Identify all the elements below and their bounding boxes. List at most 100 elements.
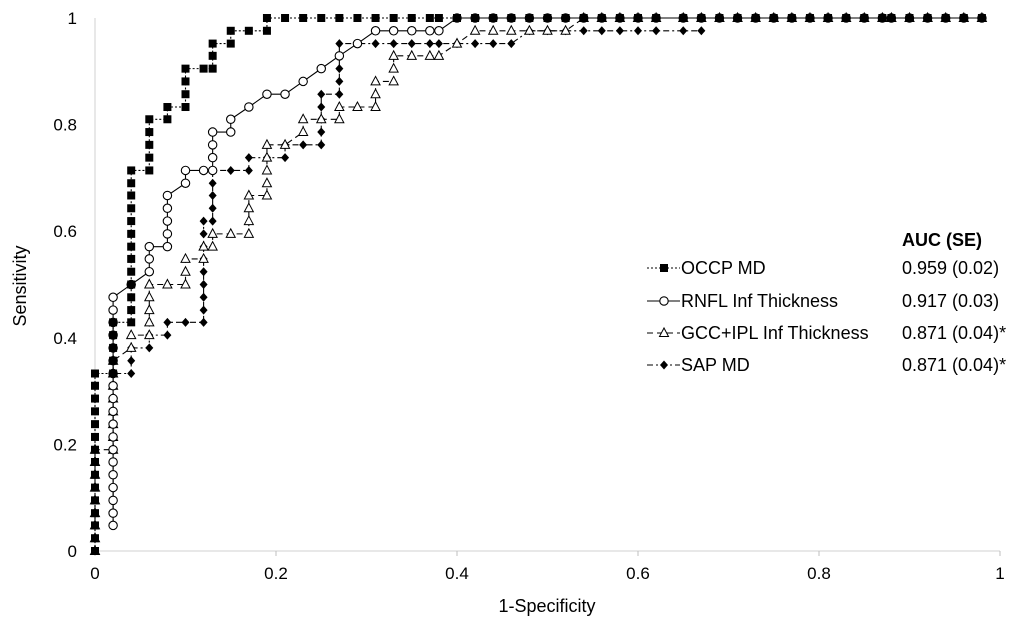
data-point [597, 26, 606, 36]
data-point [199, 305, 208, 315]
data-point [91, 496, 99, 505]
data-point [108, 508, 118, 518]
data-point [407, 14, 416, 22]
data-point [91, 509, 99, 518]
data-point [199, 280, 208, 289]
data-point [317, 89, 326, 99]
data-point [334, 100, 345, 112]
data-point [507, 14, 516, 22]
data-point [208, 51, 217, 60]
data-point [181, 103, 190, 112]
data-point [679, 14, 688, 22]
data-point [560, 24, 571, 35]
data-point [878, 14, 887, 22]
data-point [542, 24, 553, 35]
data-point [109, 369, 118, 378]
data-point [615, 14, 624, 22]
data-point [842, 14, 851, 22]
data-point [407, 39, 416, 49]
data-point [163, 115, 172, 124]
data-point [425, 14, 434, 22]
data-point [108, 495, 118, 506]
data-point [199, 267, 208, 277]
data-point [905, 14, 914, 22]
data-point [91, 483, 99, 492]
data-point [125, 341, 137, 352]
data-point [388, 62, 399, 73]
data-point [207, 140, 218, 150]
data-point [91, 381, 99, 390]
data-point [352, 38, 363, 49]
data-point [597, 14, 606, 22]
data-point [127, 267, 136, 276]
data-point [652, 26, 661, 36]
data-point [261, 138, 273, 149]
data-point [127, 166, 136, 175]
series-line-sap-md [112, 30, 702, 526]
data-point [487, 24, 499, 35]
data-point [243, 215, 255, 226]
auc-value: 0.871 (0.04)* [902, 355, 1006, 375]
data-point [733, 14, 742, 22]
data-point [143, 291, 155, 302]
data-point [198, 240, 209, 251]
data-point [370, 88, 381, 99]
data-point [923, 14, 932, 22]
data-point [244, 153, 253, 163]
data-point [91, 432, 99, 441]
data-point [127, 280, 136, 289]
data-point [334, 51, 345, 61]
data-point [208, 178, 217, 188]
data-point [91, 547, 99, 555]
y-tick-label: 0.8 [53, 116, 77, 135]
data-point [127, 217, 136, 226]
legend-marker [658, 326, 670, 337]
data-point [335, 89, 344, 99]
data-point [679, 26, 688, 36]
data-point [162, 241, 173, 252]
y-tick-label: 0.4 [53, 329, 77, 348]
data-point [561, 14, 570, 22]
data-point [108, 381, 118, 391]
data-point [434, 26, 444, 36]
data-point [697, 26, 706, 36]
data-point [226, 39, 235, 48]
series-sap-md [109, 26, 706, 530]
data-point [108, 457, 118, 467]
data-point [207, 227, 218, 238]
auc-value: 0.917 (0.03) [902, 291, 999, 311]
data-point [143, 304, 155, 315]
data-point [127, 318, 136, 327]
data-point [108, 393, 118, 404]
data-point [388, 75, 399, 86]
data-point [108, 482, 118, 493]
data-point [451, 37, 463, 48]
data-point [261, 177, 273, 188]
data-point [91, 470, 99, 479]
data-point [91, 394, 99, 403]
data-point [769, 14, 778, 22]
data-point [181, 64, 190, 73]
data-point [335, 14, 344, 22]
data-point [317, 140, 326, 150]
data-point [208, 39, 217, 48]
data-point [335, 76, 344, 86]
data-point [208, 190, 217, 200]
data-point [959, 14, 968, 22]
data-point [262, 26, 271, 35]
data-point [297, 113, 309, 124]
data-point [298, 76, 308, 87]
data-point [389, 14, 398, 22]
series-line-rnfl-inf-thickness [112, 17, 982, 526]
y-axis-title: Sensitivity [10, 245, 30, 326]
data-point [489, 39, 498, 49]
data-point [824, 14, 833, 22]
data-point [207, 240, 218, 251]
data-point [145, 115, 154, 124]
data-point [127, 191, 136, 200]
auc-value: 0.871 (0.04)* [902, 323, 1006, 343]
data-point [425, 39, 434, 49]
data-point [181, 317, 190, 327]
data-point [299, 14, 308, 22]
